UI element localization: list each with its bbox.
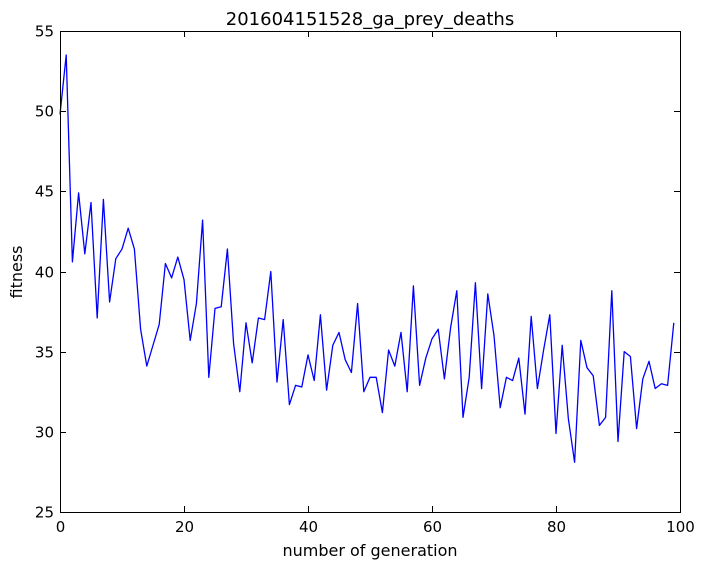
x-axis-label: number of generation (282, 541, 457, 560)
x-tick-label: 60 (423, 518, 442, 536)
axis-ticks: 0 20 40 60 80 100 25 30 35 40 45 50 55 (35, 23, 695, 537)
y-tick-label: 25 (35, 504, 54, 522)
y-tick-label: 40 (35, 264, 54, 282)
x-tick-label: 100 (666, 518, 695, 536)
x-tick-label: 40 (299, 518, 318, 536)
x-tick-label: 0 (56, 518, 66, 536)
y-tick-label: 30 (35, 424, 54, 442)
y-tick-label: 35 (35, 344, 54, 362)
y-tick-label: 45 (35, 183, 54, 201)
y-tick-label: 50 (35, 103, 54, 121)
plot-frame (60, 31, 681, 513)
fitness-series-line (59, 54, 675, 463)
plot-series (59, 54, 675, 463)
y-tick-label: 55 (35, 23, 54, 41)
x-tick-label: 80 (547, 518, 566, 536)
chart-title: 201604151528_ga_prey_deaths (226, 9, 514, 30)
y-axis-label: fitness (7, 245, 26, 298)
x-tick-label: 20 (175, 518, 194, 536)
